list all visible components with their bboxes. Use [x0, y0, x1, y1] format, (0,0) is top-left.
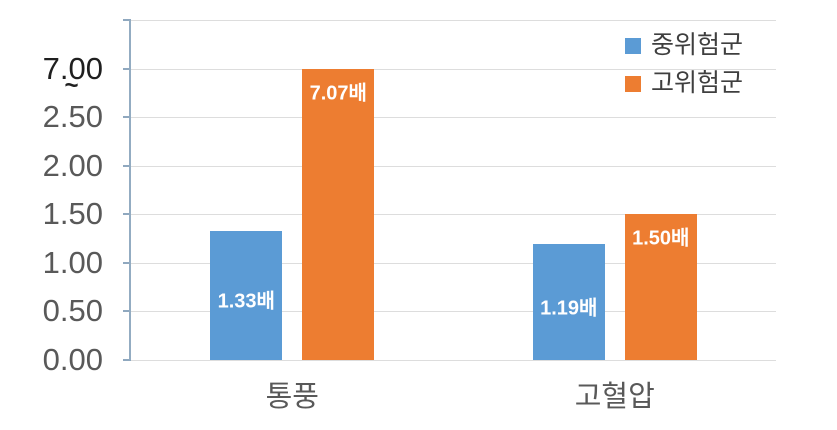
legend-label-medium-risk: 중위험군: [651, 31, 744, 59]
bar-value-label: 7.07배: [309, 82, 367, 105]
y-tick-label: 2.00: [42, 147, 103, 183]
gridline: [131, 165, 776, 167]
axis-break-symbol: ~: [64, 71, 79, 99]
high-risk-swatch-icon: [625, 75, 641, 92]
y-tick-mark: [123, 310, 131, 313]
gridline: [131, 214, 776, 216]
y-tick-mark: [123, 261, 131, 264]
y-tick-mark: [123, 359, 131, 361]
y-tick-label: 0.00: [42, 341, 103, 377]
y-tick-mark: [123, 213, 131, 216]
y-tick-label: 2.50: [42, 99, 103, 135]
y-tick-label: 7.00: [42, 50, 103, 86]
bar-value-label: 1.50배: [632, 227, 690, 250]
gridline: [131, 360, 776, 361]
y-tick-label: 1.00: [42, 244, 103, 280]
y-axis-line: [129, 20, 131, 360]
legend-item-medium-risk: 중위험군: [625, 30, 743, 61]
bar-value-label: 1.19배: [540, 297, 598, 320]
bar-중위험군-고혈압: [532, 244, 605, 360]
legend: 중위험군 고위험군: [625, 30, 743, 100]
gridline: [131, 68, 776, 70]
legend-item-high-risk: 고위험군: [625, 68, 743, 99]
y-tick-mark: [123, 164, 131, 167]
bar-고위험군-통풍: [302, 68, 375, 360]
y-tick-label: 1.50: [42, 196, 103, 232]
legend-label-high-risk: 고위험군: [651, 69, 744, 98]
y-tick-mark: [123, 67, 131, 70]
y-tick-mark: [123, 116, 131, 119]
y-tick-label: 0.50: [42, 293, 103, 329]
y-tick-mark: [123, 19, 131, 21]
gridline: [131, 117, 776, 119]
bar-중위험군-통풍: [210, 230, 283, 360]
plot-top-border: [131, 20, 776, 21]
gridline: [131, 262, 776, 264]
x-category-label: 고혈압: [574, 381, 655, 413]
x-category-label: 통풍: [265, 381, 319, 413]
gridline: [131, 311, 776, 313]
bar-고위험군-고혈압: [624, 214, 697, 360]
medium-risk-swatch-icon: [625, 37, 641, 54]
bar-value-label: 1.33배: [217, 290, 275, 313]
